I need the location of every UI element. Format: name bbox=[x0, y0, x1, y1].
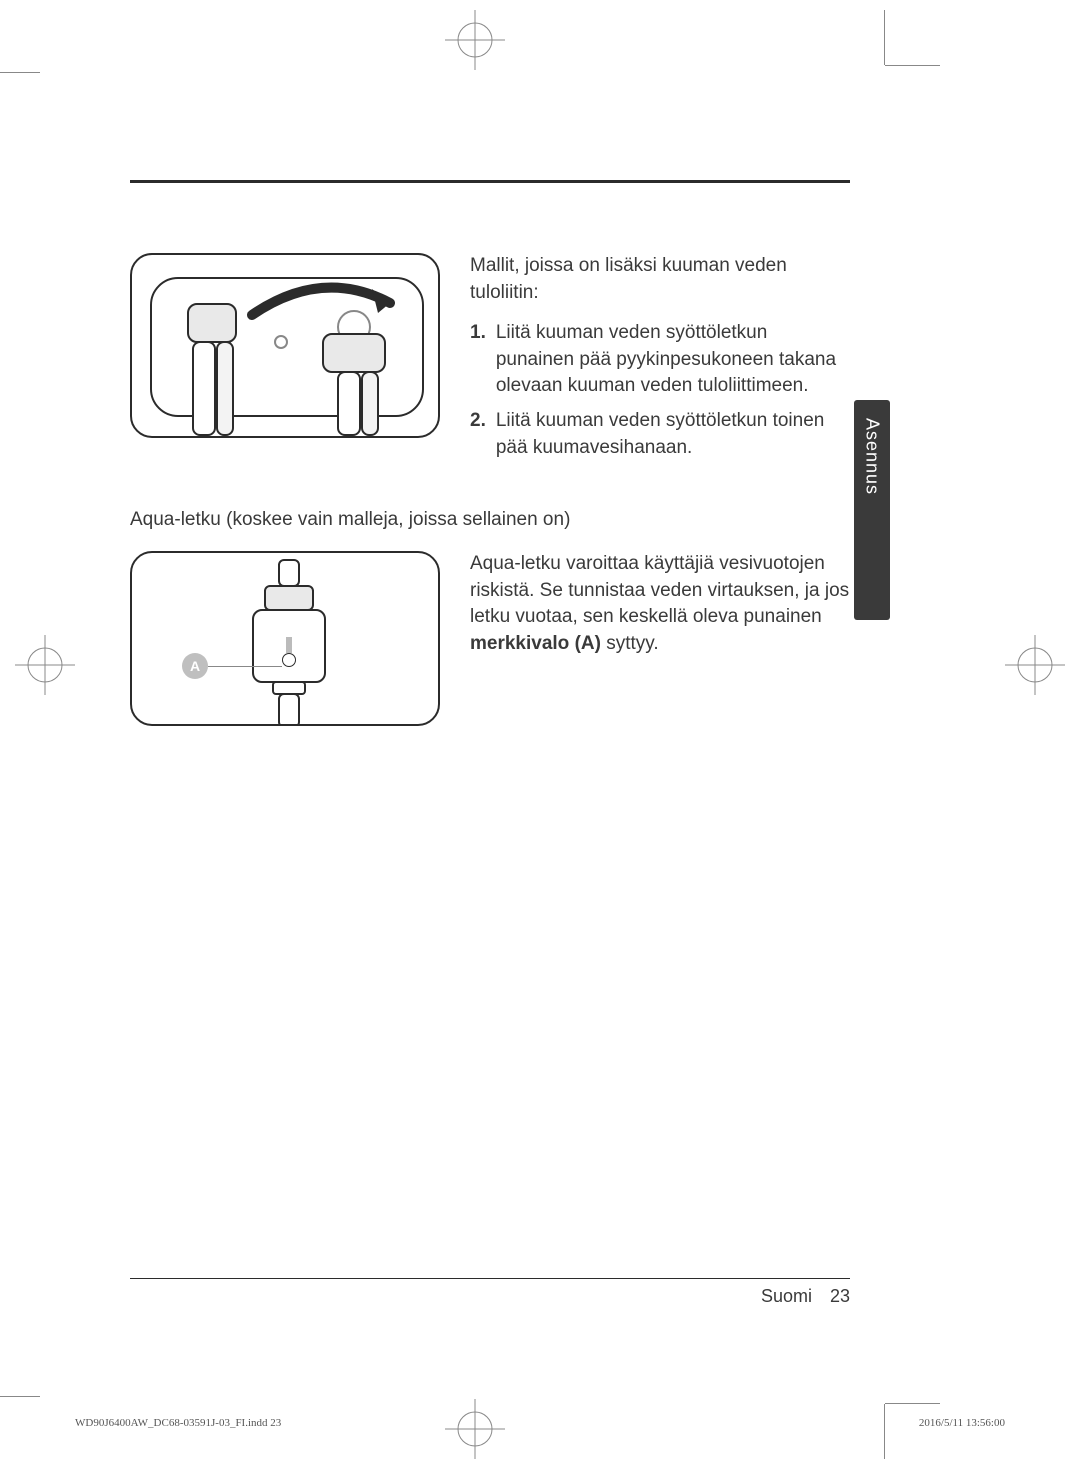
step-text: Liitä kuuman veden syöttöletkun punainen… bbox=[496, 320, 850, 400]
step-number: 1. bbox=[470, 320, 486, 400]
illustration-aqua-hose: A bbox=[130, 551, 440, 726]
crop-mark bbox=[885, 1403, 940, 1404]
footer-language: Suomi bbox=[761, 1286, 812, 1307]
section-tab: Asennus bbox=[854, 400, 890, 620]
crop-mark bbox=[884, 1404, 885, 1459]
section-aqua-text: Aqua-letku varoittaa käyttäjiä vesivuoto… bbox=[470, 551, 850, 657]
page-footer: Suomi 23 bbox=[761, 1286, 850, 1307]
header-rule bbox=[130, 180, 850, 183]
section-hot-water-heading: Mallit, joissa on lisäksi kuuman veden t… bbox=[470, 253, 850, 306]
registration-mark bbox=[1000, 630, 1070, 700]
crop-mark bbox=[884, 10, 885, 65]
step-list: 1. Liitä kuuman veden syöttöletkun punai… bbox=[470, 320, 850, 461]
step-text: Liitä kuuman veden syöttöletkun toinen p… bbox=[496, 408, 850, 461]
crop-mark bbox=[0, 1396, 40, 1397]
section-aqua-heading: Aqua-letku (koskee vain malleja, joissa … bbox=[130, 509, 850, 531]
section-hot-water: Mallit, joissa on lisäksi kuuman veden t… bbox=[130, 253, 850, 469]
callout-badge-label: A bbox=[190, 658, 200, 674]
section-hot-water-text: Mallit, joissa on lisäksi kuuman veden t… bbox=[470, 253, 850, 469]
crop-mark bbox=[885, 65, 940, 66]
crop-mark bbox=[0, 72, 40, 73]
step-item: 1. Liitä kuuman veden syöttöletkun punai… bbox=[470, 320, 850, 400]
section-tab-label: Asennus bbox=[862, 418, 883, 495]
registration-mark bbox=[440, 5, 510, 75]
page-content: Mallit, joissa on lisäksi kuuman veden t… bbox=[130, 180, 850, 766]
illustration-hose-panel bbox=[130, 253, 440, 438]
registration-mark bbox=[10, 630, 80, 700]
footer-rule bbox=[130, 1278, 850, 1279]
aqua-body-bold: merkkivalo (A) bbox=[470, 633, 601, 654]
registration-mark bbox=[440, 1394, 510, 1464]
callout-badge-a: A bbox=[182, 653, 208, 679]
aqua-body: Aqua-letku varoittaa käyttäjiä vesivuoto… bbox=[470, 551, 850, 657]
aqua-body-pre: Aqua-letku varoittaa käyttäjiä vesivuoto… bbox=[470, 553, 849, 627]
footer-meta-right: 2016/5/11 13:56:00 bbox=[919, 1417, 1005, 1429]
footer-page-number: 23 bbox=[830, 1286, 850, 1307]
step-item: 2. Liitä kuuman veden syöttöletkun toine… bbox=[470, 408, 850, 461]
aqua-body-post: syttyy. bbox=[601, 633, 659, 654]
footer-meta-left: WD90J6400AW_DC68-03591J-03_FI.indd 23 bbox=[75, 1417, 281, 1429]
section-aqua: A Aqua-letku varoittaa käyttäjiä vesivuo… bbox=[130, 551, 850, 726]
step-number: 2. bbox=[470, 408, 486, 461]
